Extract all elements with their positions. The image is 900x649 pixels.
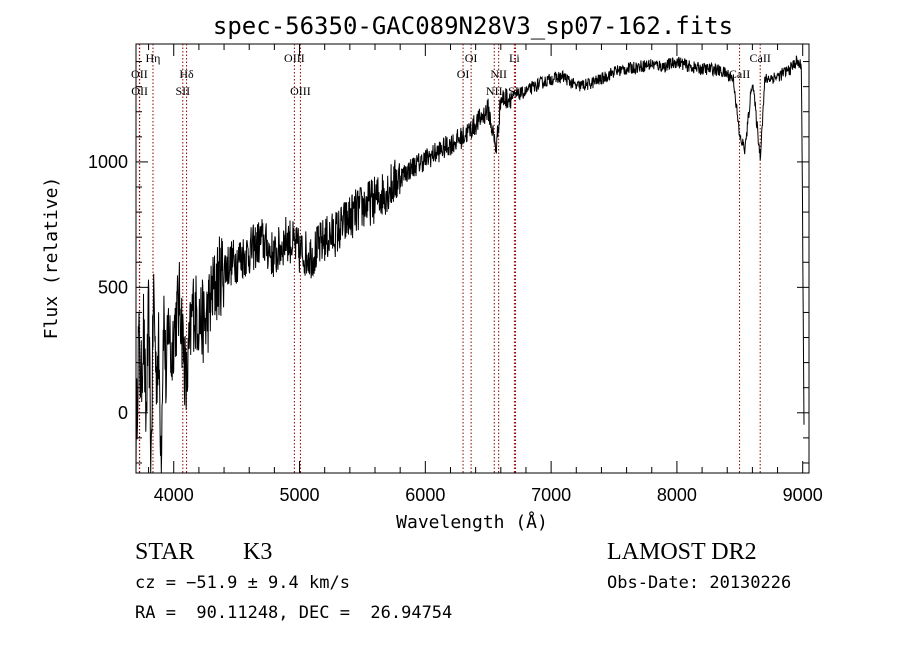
x-tick-label: 4000 bbox=[154, 485, 194, 505]
object-subclass: K3 bbox=[243, 539, 273, 565]
line-marker-label: CaII bbox=[729, 67, 750, 81]
line-marker-label: NII bbox=[486, 84, 503, 98]
x-tick-label: 9000 bbox=[783, 485, 823, 505]
line-marker-label: OI bbox=[465, 51, 478, 65]
redshift-velocity: cz = −51.9 ± 9.4 km/s bbox=[135, 573, 350, 593]
x-tick-label: 8000 bbox=[657, 485, 697, 505]
line-marker-label: OII bbox=[131, 67, 148, 81]
x-axis-label: Wavelength (Å) bbox=[396, 511, 548, 533]
y-tick-label: 0 bbox=[118, 403, 128, 423]
line-marker-label: OIII bbox=[284, 51, 305, 65]
x-tick-label: 5000 bbox=[280, 485, 320, 505]
object-class: STAR bbox=[135, 539, 195, 565]
sky-coordinates: RA = 90.11248, DEC = 26.94754 bbox=[135, 603, 453, 623]
y-axis-label: Flux (relative) bbox=[41, 177, 62, 340]
x-tick-label: 6000 bbox=[405, 485, 445, 505]
line-marker-label: OIII bbox=[290, 84, 311, 98]
line-marker-label: CaII bbox=[750, 51, 771, 65]
spectrum-line bbox=[135, 55, 805, 474]
observation-date: Obs-Date: 20130226 bbox=[607, 573, 792, 593]
y-tick-label: 500 bbox=[98, 277, 128, 297]
line-marker-label: NII bbox=[490, 67, 507, 81]
line-marker-label: Hη bbox=[146, 51, 161, 65]
chart-title: spec-56350-GAC089N28V3_sp07-162.fits bbox=[213, 12, 733, 40]
line-marker-label: SII bbox=[175, 84, 190, 98]
line-marker-label: OI bbox=[457, 67, 470, 81]
plot-frame bbox=[135, 43, 810, 474]
survey-name: LAMOST DR2 bbox=[607, 539, 757, 565]
axis-ticks: 4000 5000 6000 7000 8000 9000 0 500 1000 bbox=[88, 44, 823, 505]
line-marker-label: Hδ bbox=[179, 67, 194, 81]
line-marker-label: Li bbox=[509, 51, 520, 65]
y-tick-label: 1000 bbox=[88, 152, 128, 172]
x-tick-label: 7000 bbox=[531, 485, 571, 505]
line-marker-label: OII bbox=[131, 84, 148, 98]
